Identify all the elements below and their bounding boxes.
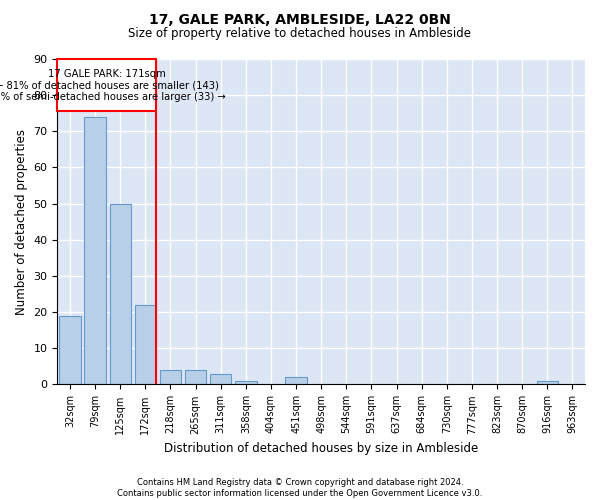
Bar — [536, 381, 558, 384]
Bar — [210, 374, 232, 384]
FancyBboxPatch shape — [58, 59, 156, 112]
Text: 17, GALE PARK, AMBLESIDE, LA22 0BN: 17, GALE PARK, AMBLESIDE, LA22 0BN — [149, 12, 451, 26]
Bar — [59, 316, 80, 384]
Bar — [134, 305, 156, 384]
Bar — [235, 381, 257, 384]
Bar — [185, 370, 206, 384]
Text: 17 GALE PARK: 171sqm
← 81% of detached houses are smaller (143)
19% of semi-deta: 17 GALE PARK: 171sqm ← 81% of detached h… — [0, 68, 226, 102]
Y-axis label: Number of detached properties: Number of detached properties — [15, 128, 28, 314]
Bar — [286, 377, 307, 384]
Bar — [85, 117, 106, 384]
Bar — [160, 370, 181, 384]
Text: Size of property relative to detached houses in Ambleside: Size of property relative to detached ho… — [128, 28, 472, 40]
Text: Contains HM Land Registry data © Crown copyright and database right 2024.
Contai: Contains HM Land Registry data © Crown c… — [118, 478, 482, 498]
X-axis label: Distribution of detached houses by size in Ambleside: Distribution of detached houses by size … — [164, 442, 478, 455]
Bar — [110, 204, 131, 384]
